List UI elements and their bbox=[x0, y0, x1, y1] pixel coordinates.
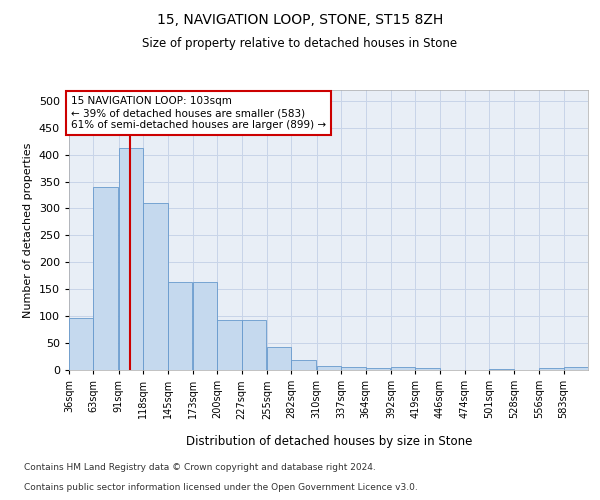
Bar bbox=[217, 320, 242, 370]
Bar bbox=[292, 360, 316, 370]
Bar bbox=[317, 366, 341, 370]
Bar bbox=[490, 369, 514, 370]
Bar bbox=[341, 368, 365, 370]
Bar bbox=[94, 187, 118, 370]
Bar bbox=[193, 282, 217, 370]
Bar bbox=[391, 368, 415, 370]
Bar bbox=[539, 368, 563, 370]
Bar bbox=[143, 203, 167, 370]
Text: 15 NAVIGATION LOOP: 103sqm
← 39% of detached houses are smaller (583)
61% of sem: 15 NAVIGATION LOOP: 103sqm ← 39% of deta… bbox=[71, 96, 326, 130]
Bar bbox=[365, 368, 390, 370]
Text: Contains public sector information licensed under the Open Government Licence v3: Contains public sector information licen… bbox=[24, 484, 418, 492]
Bar bbox=[119, 148, 143, 370]
Text: Contains HM Land Registry data © Crown copyright and database right 2024.: Contains HM Land Registry data © Crown c… bbox=[24, 464, 376, 472]
Y-axis label: Number of detached properties: Number of detached properties bbox=[23, 142, 33, 318]
Bar bbox=[415, 368, 440, 370]
Bar bbox=[563, 368, 588, 370]
Text: Distribution of detached houses by size in Stone: Distribution of detached houses by size … bbox=[185, 434, 472, 448]
Bar bbox=[167, 282, 192, 370]
Bar bbox=[69, 318, 94, 370]
Bar bbox=[242, 320, 266, 370]
Text: 15, NAVIGATION LOOP, STONE, ST15 8ZH: 15, NAVIGATION LOOP, STONE, ST15 8ZH bbox=[157, 12, 443, 26]
Text: Size of property relative to detached houses in Stone: Size of property relative to detached ho… bbox=[142, 38, 458, 51]
Bar bbox=[267, 348, 292, 370]
